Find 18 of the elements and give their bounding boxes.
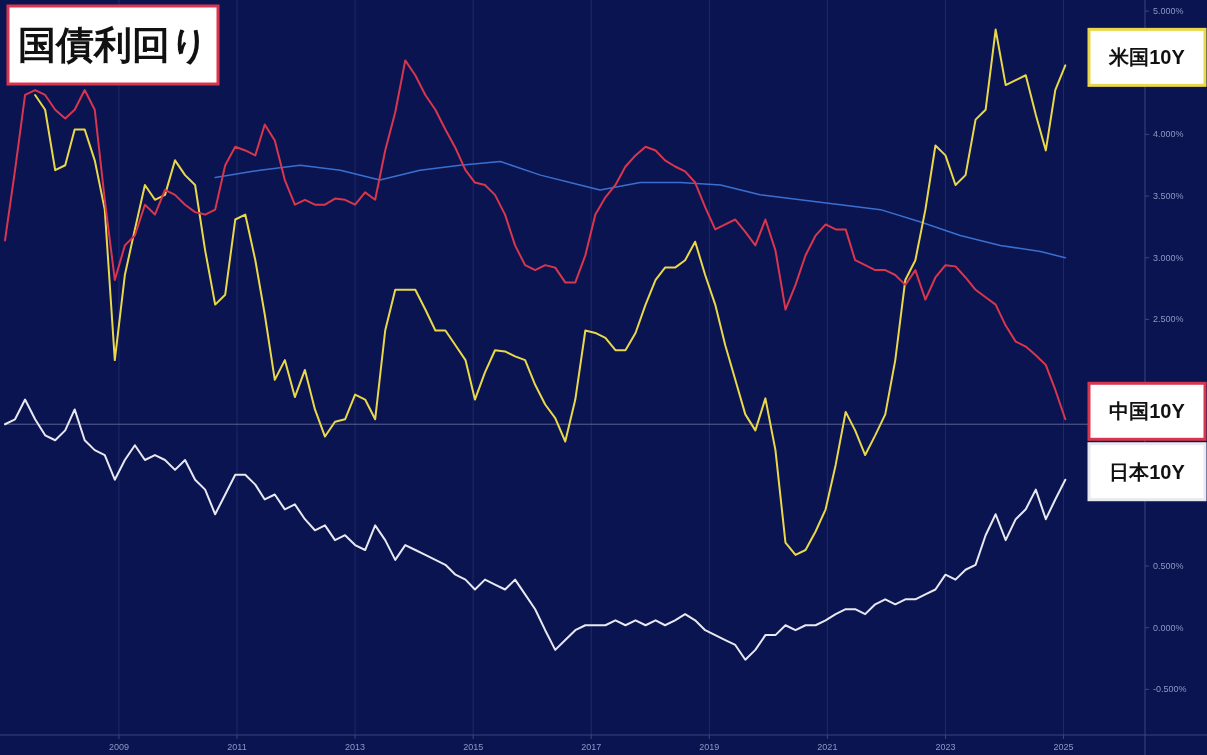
x-tick-label: 2019 bbox=[699, 742, 720, 752]
x-tick-label: 2015 bbox=[463, 742, 484, 752]
y-tick-label: 2.500% bbox=[1153, 314, 1184, 325]
y-tick-label: 0.000% bbox=[1153, 622, 1184, 633]
x-tick-label: 2009 bbox=[108, 742, 129, 752]
x-tick-label: 2021 bbox=[817, 742, 838, 752]
y-tick-label: 4.000% bbox=[1153, 129, 1184, 140]
x-tick-label: 2025 bbox=[1053, 742, 1074, 752]
y-tick-label: -0.500% bbox=[1153, 684, 1187, 695]
x-tick-label: 2013 bbox=[345, 742, 366, 752]
y-tick-label: 3.000% bbox=[1153, 252, 1184, 263]
title: 国債利回り bbox=[6, 4, 220, 86]
y-tick-label: 3.500% bbox=[1153, 191, 1184, 202]
y-tick-label: 5.000% bbox=[1153, 6, 1184, 17]
x-tick-label: 2011 bbox=[227, 742, 247, 752]
x-tick-label: 2017 bbox=[581, 742, 602, 752]
y-tick-label: 0.500% bbox=[1153, 561, 1184, 572]
x-tick-label: 2023 bbox=[935, 742, 956, 752]
